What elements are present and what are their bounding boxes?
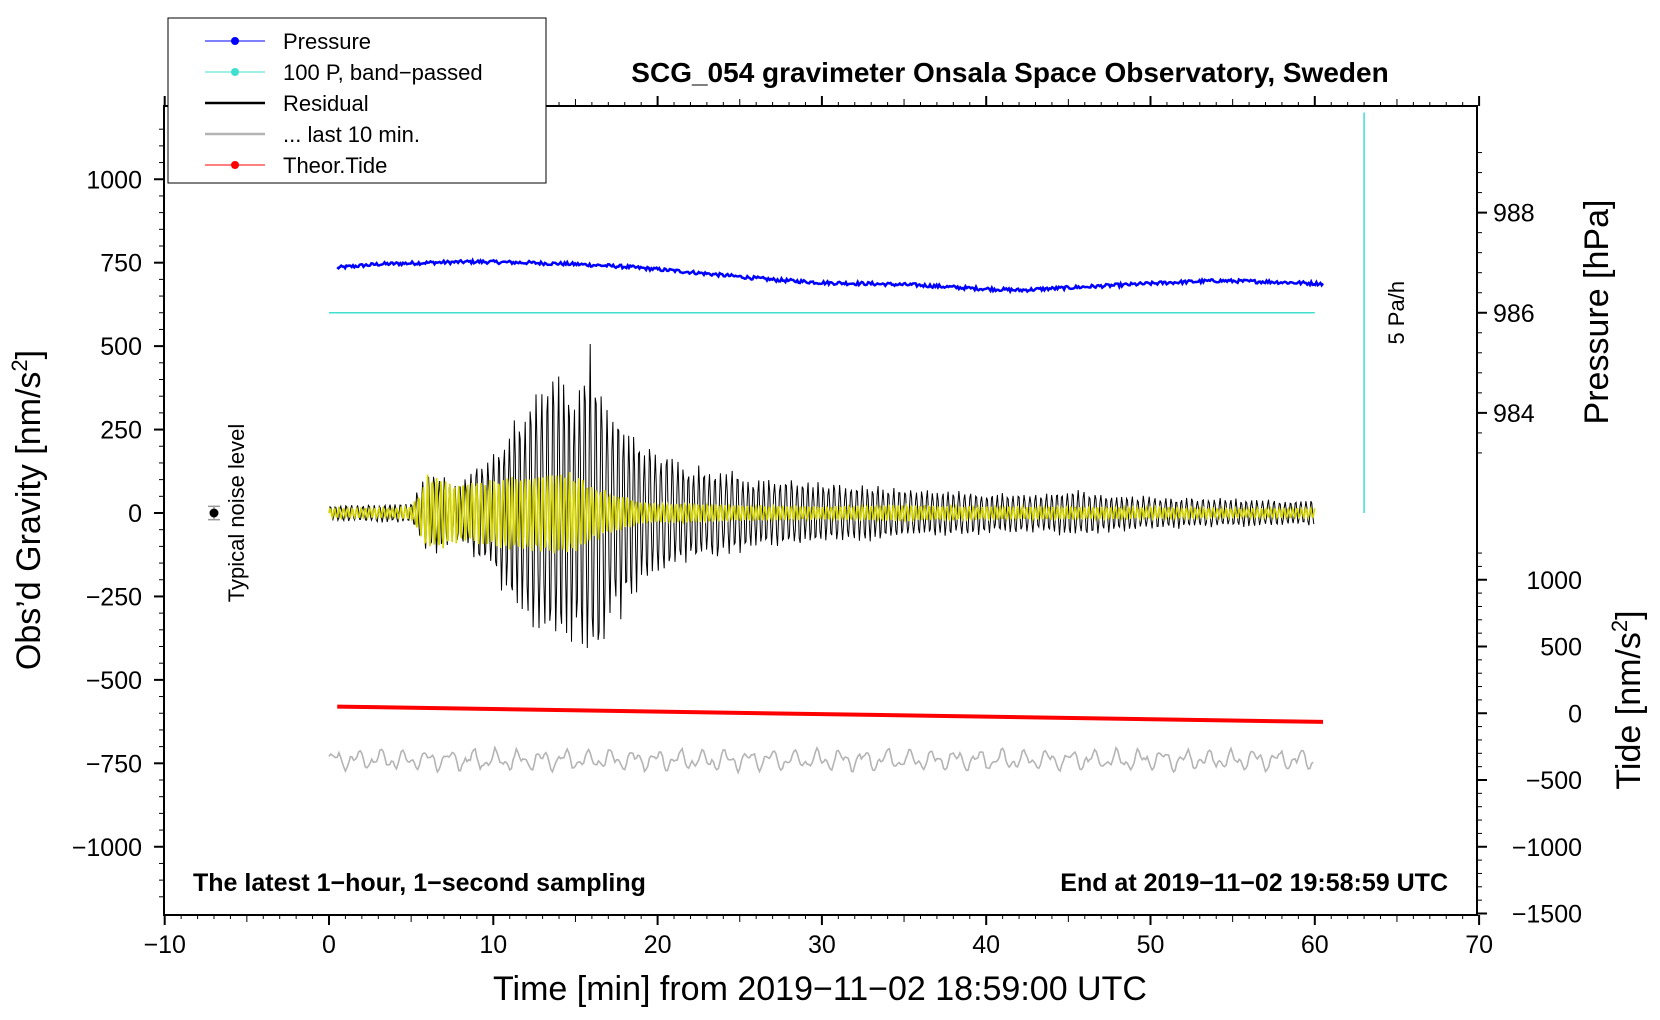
y-tick-label-pressure: 984	[1493, 400, 1535, 428]
x-tick-label: 30	[808, 931, 836, 959]
legend-label: 100 P, band−passed	[283, 60, 483, 85]
y-axis-left: 1000 750 500 250 0 −250 −500 −750 −1000	[72, 128, 164, 898]
x-tick-label: 10	[479, 931, 507, 959]
filtered-residual-line	[328, 472, 1316, 554]
theoretical-tide-line	[337, 704, 1324, 724]
noise-level-label: Typical noise level	[224, 424, 249, 603]
y-tick-label-left: −1000	[72, 834, 142, 862]
legend-label: Theor.Tide	[283, 153, 387, 178]
legend-swatch-marker	[231, 68, 239, 76]
y-tick-label-pressure: 986	[1493, 300, 1535, 328]
end-time-note: End at 2019−11−02 19:58:59 UTC	[1060, 869, 1448, 897]
y-tick-label-tide: 0	[1568, 700, 1582, 728]
x-tick-label: −10	[143, 931, 185, 959]
y-axis-tide-title: Tide [nm/s2]	[1607, 610, 1648, 789]
chart-title: SCG_054 gravimeter Onsala Space Observat…	[631, 57, 1388, 88]
x-tick-label: 60	[1301, 931, 1329, 959]
y-tick-label-pressure: 988	[1493, 200, 1535, 228]
y-tick-label-left: −750	[86, 750, 142, 778]
pressure-line	[336, 257, 1325, 295]
plot-frame	[163, 105, 1478, 916]
legend-swatch-marker	[231, 37, 239, 45]
data-traces	[328, 257, 1325, 775]
y-tick-label-left: 500	[100, 333, 142, 361]
x-axis-title: Time [min] from 2019−11−02 18:59:00 UTC	[493, 970, 1147, 1008]
y-tick-label-left: 750	[100, 250, 142, 278]
y-axis-pressure-title: Pressure [hPa]	[1578, 200, 1616, 425]
y-tick-label-left: 1000	[86, 166, 142, 194]
legend-label: Pressure	[283, 29, 371, 54]
y-tick-label-tide: 500	[1540, 634, 1582, 662]
y-tick-label-left: −500	[86, 667, 142, 695]
y-axis-tide: 1000 500 0 −500 −1000 −1500	[1477, 552, 1582, 929]
y-tick-label-tide: −1500	[1512, 901, 1582, 929]
residual-line	[328, 343, 1315, 649]
y-tick-label-tide: −500	[1526, 767, 1582, 795]
y-tick-label-tide: −1000	[1512, 834, 1582, 862]
x-tick-label: 40	[972, 931, 1000, 959]
x-tick-label: 50	[1137, 931, 1165, 959]
y-tick-label-left: 250	[100, 417, 142, 445]
rate-scale-label: 5 Pa/h	[1384, 281, 1409, 345]
legend: Pressure 100 P, band−passed Residual ... la…	[167, 17, 547, 184]
noise-level-dot	[209, 508, 219, 518]
x-tick-label: 70	[1465, 931, 1493, 959]
annotations: Typical noise level 5 Pa/h	[207, 112, 1409, 603]
legend-label: ... last 10 min.	[283, 122, 420, 147]
y-axis-left-title: Obs’d Gravity [nm/s2]	[7, 350, 48, 670]
legend-label: Residual	[283, 91, 369, 116]
legend-swatch-marker	[231, 161, 239, 169]
y-axis-pressure: 988 986 984	[1477, 152, 1535, 454]
last-10-min-line	[328, 745, 1314, 775]
sampling-note: The latest 1−hour, 1−second sampling	[193, 869, 646, 897]
x-tick-label: 20	[644, 931, 672, 959]
legend-box	[167, 17, 547, 184]
x-tick-label: 0	[322, 931, 336, 959]
y-tick-label-left: −250	[86, 583, 142, 611]
x-axis: −10 0 10 20 30 40 50 60 70	[143, 96, 1493, 959]
y-tick-label-tide: 1000	[1526, 567, 1582, 595]
y-tick-label-left: 0	[128, 500, 142, 528]
